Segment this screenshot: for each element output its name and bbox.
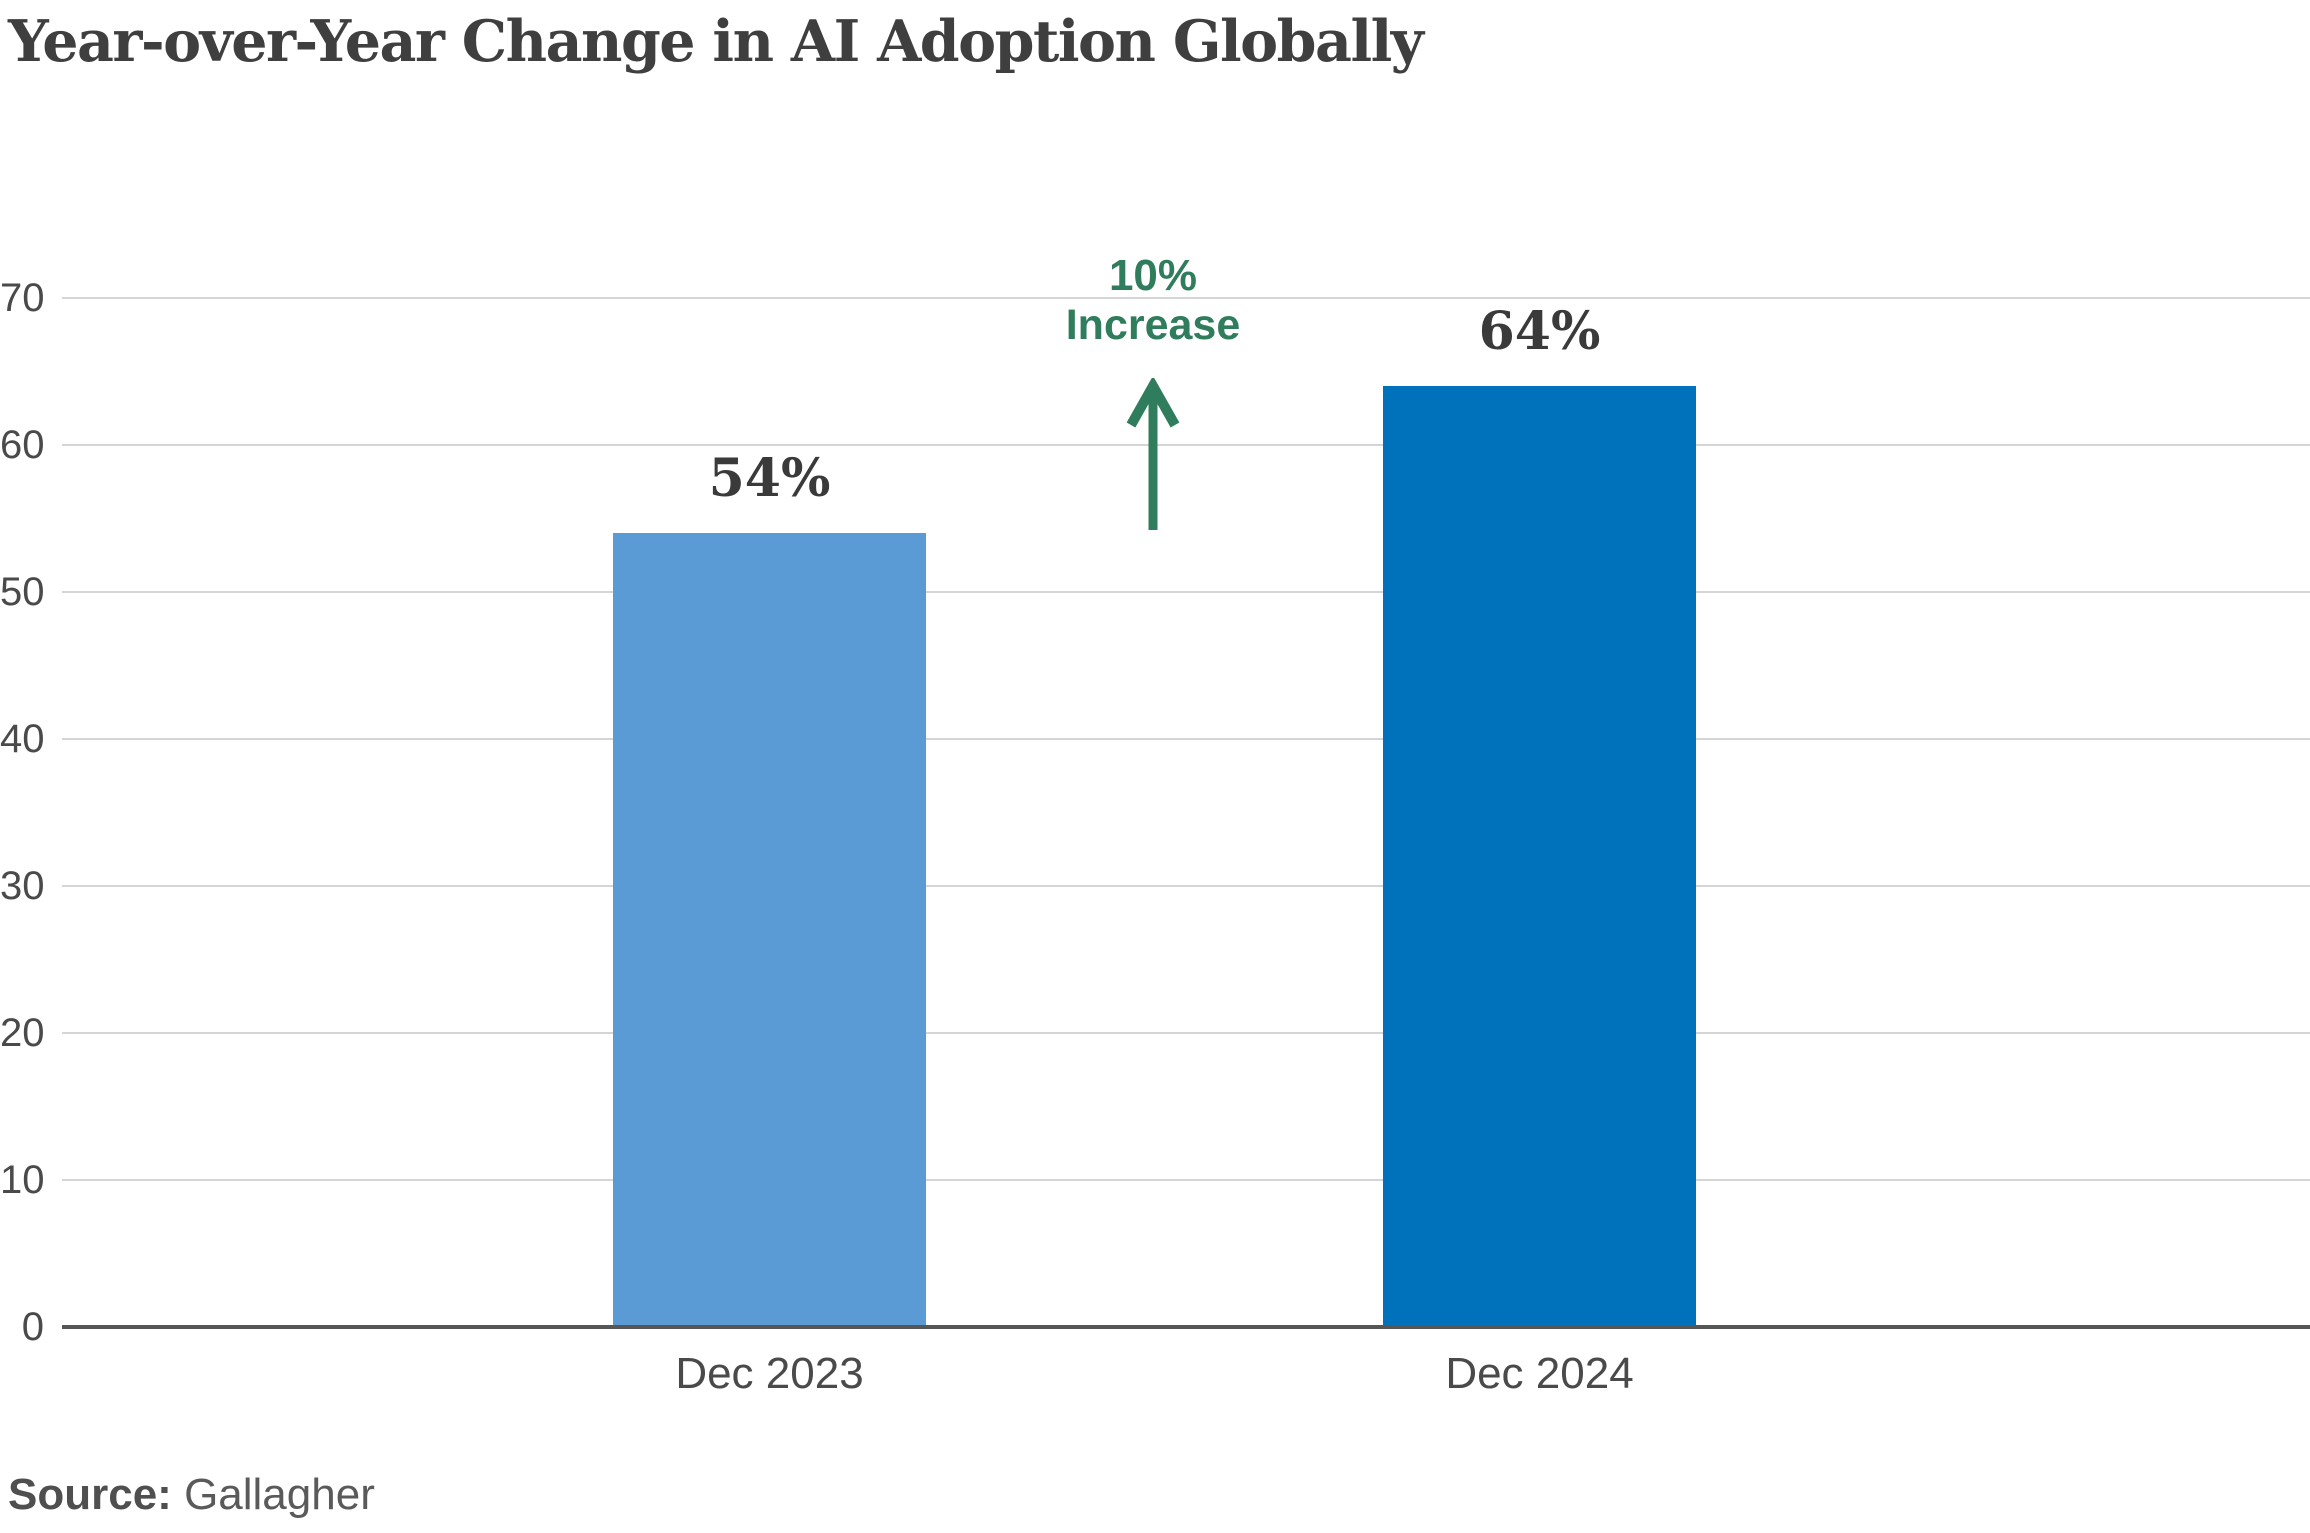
gridline: [62, 297, 2310, 299]
gridline: [62, 1032, 2310, 1034]
y-tick-label: 70: [0, 276, 45, 320]
chart-title: Year-over-Year Change in AI Adoption Glo…: [8, 8, 1424, 75]
y-tick-label: 40: [0, 717, 45, 761]
gridline: [62, 444, 2310, 446]
source-name: Gallagher: [184, 1470, 375, 1519]
source-label: Source:: [8, 1470, 172, 1519]
y-tick-label: 0: [21, 1305, 44, 1349]
y-tick-label: 10: [0, 1158, 45, 1202]
x-axis-label-dec-2023: Dec 2023: [675, 1349, 864, 1398]
increase-annotation: 10% Increase: [953, 252, 1353, 350]
gridline: [62, 885, 2310, 887]
bar-dec-2023: [613, 533, 926, 1327]
y-tick-label: 30: [0, 864, 45, 908]
x-axis-baseline: [62, 1325, 2310, 1329]
gridline: [62, 591, 2310, 593]
bar-dec-2024: [1383, 386, 1696, 1327]
value-label-dec-2024: 64%: [1478, 301, 1601, 363]
annotation-percent: 10%: [1108, 251, 1198, 300]
y-tick-label: 20: [0, 1011, 45, 1055]
y-tick-label: 50: [0, 570, 45, 614]
source-caption: Source: Gallagher: [8, 1470, 375, 1521]
x-axis-label-dec-2024: Dec 2024: [1445, 1349, 1634, 1398]
y-tick-label: 60: [0, 423, 45, 467]
value-label-dec-2023: 54%: [708, 448, 831, 510]
gridline: [62, 738, 2310, 740]
annotation-word: Increase: [1065, 301, 1241, 349]
up-arrow-icon: [1123, 375, 1183, 532]
gridline: [62, 1179, 2310, 1181]
